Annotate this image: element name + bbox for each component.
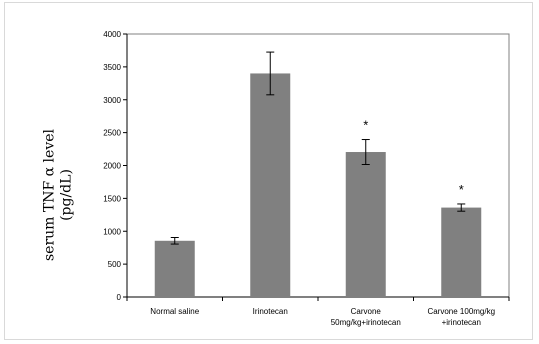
bars [154,73,482,297]
significance-star: * [459,182,464,197]
y-tick-label: 500 [108,260,122,269]
y-axis-label: serum TNF α level (pg/dL) [42,128,75,261]
x-category-label: Irinotecan [253,307,288,316]
bar [154,240,195,297]
bar [345,152,386,297]
y-tick-label: 4000 [103,30,121,39]
chart-frame [4,2,533,340]
y-tick-label: 3500 [103,63,121,72]
x-category-labels: Normal saline Irinotecan Carvone 50mg/kg+ir… [150,307,495,327]
x-category-label: Carvone [351,307,382,316]
y-axis-label-line: serum TNF α level [42,128,58,261]
y-tick-label: 2000 [103,162,121,171]
y-tick-label: 3000 [103,96,121,105]
y-tick-label: 0 [117,293,122,302]
y-ticks: 0 500 1000 1500 2000 2500 3000 3500 4000 [103,30,127,302]
y-tick-label: 2500 [103,129,121,138]
bar [441,207,482,297]
y-tick-label: 1500 [103,194,121,203]
significance-star: * [363,118,368,133]
y-tick-label: 1000 [103,227,121,236]
x-category-label: Carvone 100mg/kg [427,307,495,316]
bar [250,73,291,297]
error-bars [170,51,466,245]
x-category-label: 50mg/kg+irinotecan [331,318,401,327]
x-category-label: Normal saline [150,307,199,316]
significance-markers: ** [363,118,464,197]
y-axis-label-line: (pg/dL) [59,169,75,221]
x-category-label: +irinotecan [442,318,481,327]
